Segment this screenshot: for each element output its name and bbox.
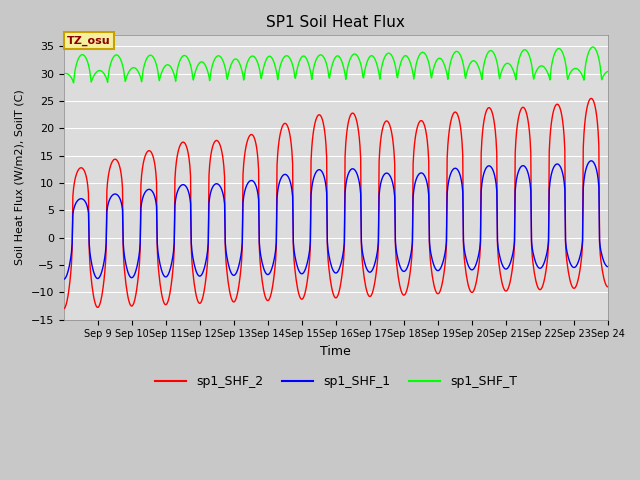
Text: TZ_osu: TZ_osu	[67, 36, 111, 46]
Y-axis label: Soil Heat Flux (W/m2), SoilT (C): Soil Heat Flux (W/m2), SoilT (C)	[15, 90, 25, 265]
Title: SP1 Soil Heat Flux: SP1 Soil Heat Flux	[266, 15, 405, 30]
X-axis label: Time: Time	[321, 345, 351, 358]
Legend: sp1_SHF_2, sp1_SHF_1, sp1_SHF_T: sp1_SHF_2, sp1_SHF_1, sp1_SHF_T	[150, 370, 522, 393]
